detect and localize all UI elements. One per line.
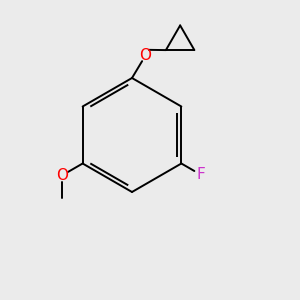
Text: O: O [140, 48, 152, 63]
Text: F: F [196, 167, 205, 182]
Text: O: O [56, 168, 68, 183]
